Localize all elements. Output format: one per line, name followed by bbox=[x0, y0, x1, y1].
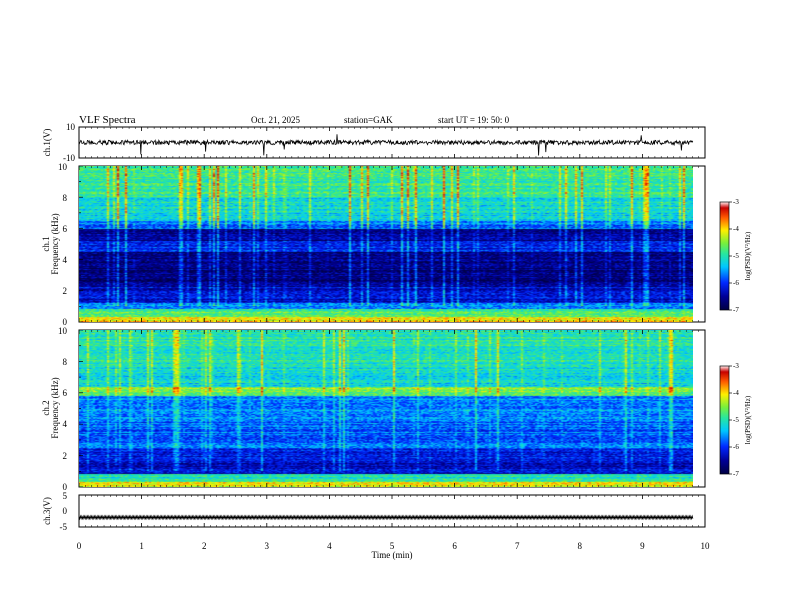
time-tick-7: 7 bbox=[515, 541, 520, 551]
ch3-ytick-top: 5 bbox=[63, 491, 68, 501]
ch1-ytick-bottom: -10 bbox=[63, 153, 75, 163]
ch3-ytick-mid: 0 bbox=[63, 506, 68, 516]
ch3-waveform-line bbox=[78, 514, 694, 521]
ch2-cbar-tick-m4: -4 bbox=[733, 389, 739, 397]
ch1-cbar-tick-m7: -7 bbox=[733, 306, 739, 314]
ch1-waveform-line bbox=[78, 134, 694, 156]
ch3-waveform-panel: 5 0 -5 ch.3(V) bbox=[42, 491, 706, 532]
time-tick-9: 9 bbox=[640, 541, 645, 551]
time-axis-label: Time (min) bbox=[372, 550, 413, 560]
ch2-cbar-tick-m6: -6 bbox=[733, 443, 739, 451]
ch1-freq-tick-10: 10 bbox=[58, 162, 68, 172]
ch2-cbar-tick-m5: -5 bbox=[733, 416, 739, 424]
ch2-freq-tick-10: 10 bbox=[58, 326, 68, 336]
ch1-cbar-tick-m6: -6 bbox=[733, 279, 739, 287]
ch1-colorbar-label: log(PSD)(V²/Hz) bbox=[744, 231, 752, 280]
time-tick-6: 6 bbox=[452, 541, 457, 551]
ch1-cbar-tick-m5: -5 bbox=[733, 252, 739, 260]
ch2-spectrogram-ylabel: Frequency (kHz) bbox=[50, 377, 60, 438]
ch2-spectrogram-panel: 0 2 4 6 8 10 ch.2 Frequency (kHz) bbox=[41, 326, 706, 492]
figure-title: VLF Spectra bbox=[79, 114, 136, 126]
ch1-spectrogram-ticks bbox=[78, 165, 706, 323]
ch3-ytick-bottom: -5 bbox=[60, 522, 68, 532]
ch3-waveform-ylabel: ch.3(V) bbox=[42, 497, 52, 525]
ch1-freq-tick-2: 2 bbox=[63, 286, 68, 296]
ch1-cbar-tick-m3: -3 bbox=[733, 198, 739, 206]
ch1-spectrogram-ylabel: Frequency (kHz) bbox=[50, 213, 60, 274]
date-label: Oct. 21, 2025 bbox=[251, 115, 300, 125]
ch1-waveform-panel: 10 -10 ch.1(V) bbox=[42, 122, 706, 163]
time-tick-0: 0 bbox=[77, 541, 82, 551]
ch2-spectrogram-heatmap bbox=[79, 330, 693, 487]
ch1-freq-tick-0: 0 bbox=[63, 317, 68, 327]
ch2-spectrogram-ticks bbox=[78, 329, 706, 488]
time-tick-2: 2 bbox=[202, 541, 207, 551]
station-label: station=GAK bbox=[344, 115, 393, 125]
ch2-colorbar: -3 -4 -5 -6 -7 log(PSD)(V²/Hz) bbox=[719, 362, 752, 478]
time-tick-8: 8 bbox=[578, 541, 583, 551]
ch2-spectrogram-channel-label: ch.2 bbox=[41, 400, 51, 415]
ch1-spectrogram-panel: 0 2 4 6 8 10 ch.1 Frequency (kHz) bbox=[41, 162, 706, 327]
ch1-cbar-tick-m4: -4 bbox=[733, 225, 739, 233]
ch2-colorbar-label: log(PSD)(V²/Hz) bbox=[744, 395, 752, 444]
time-axis-tick-labels: 0 1 2 3 4 5 6 7 8 9 10 bbox=[77, 541, 710, 551]
ch3-waveform-frame bbox=[78, 494, 706, 528]
ch1-ytick-top: 10 bbox=[66, 122, 76, 132]
ch1-colorbar: -3 -4 -5 -6 -7 log(PSD)(V²/Hz) bbox=[719, 198, 752, 314]
ch2-cbar-tick-m3: -3 bbox=[733, 362, 739, 370]
time-tick-4: 4 bbox=[327, 541, 332, 551]
ch2-freq-tick-2: 2 bbox=[63, 451, 68, 461]
ch1-freq-tick-8: 8 bbox=[63, 193, 68, 203]
time-tick-5: 5 bbox=[390, 541, 395, 551]
ch2-freq-tick-0: 0 bbox=[63, 482, 68, 492]
ch1-waveform-ylabel: ch.1(V) bbox=[42, 129, 52, 157]
ch1-spectrogram-heatmap bbox=[79, 166, 693, 322]
ch1-spectrogram-channel-label: ch.1 bbox=[41, 236, 51, 251]
cb2-fill bbox=[720, 366, 729, 474]
ch2-freq-tick-8: 8 bbox=[63, 357, 68, 367]
cb1-fill bbox=[720, 202, 729, 310]
start-ut-label: start UT = 19: 50: 0 bbox=[438, 115, 510, 125]
time-tick-1: 1 bbox=[139, 541, 144, 551]
ch2-freq-tick-4: 4 bbox=[63, 419, 68, 429]
time-tick-3: 3 bbox=[265, 541, 270, 551]
ch1-freq-tick-6: 6 bbox=[63, 224, 68, 234]
ch1-freq-tick-4: 4 bbox=[63, 255, 68, 265]
ch2-freq-tick-6: 6 bbox=[63, 388, 68, 398]
time-tick-10: 10 bbox=[701, 541, 711, 551]
ch2-cbar-tick-m7: -7 bbox=[733, 470, 739, 478]
